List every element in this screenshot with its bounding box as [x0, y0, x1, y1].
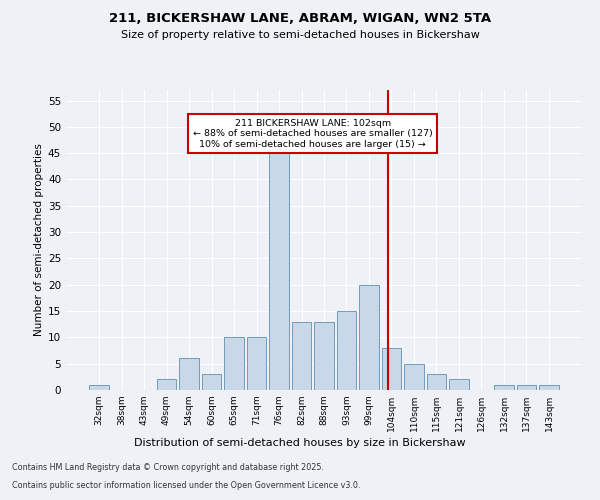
Bar	[247, 338, 266, 390]
Bar	[382, 348, 401, 390]
Bar	[449, 380, 469, 390]
Text: Contains public sector information licensed under the Open Government Licence v3: Contains public sector information licen…	[12, 481, 361, 490]
Bar	[179, 358, 199, 390]
Bar	[202, 374, 221, 390]
Bar	[404, 364, 424, 390]
Text: Size of property relative to semi-detached houses in Bickershaw: Size of property relative to semi-detach…	[121, 30, 479, 40]
Bar	[494, 384, 514, 390]
Bar	[337, 311, 356, 390]
Bar	[539, 384, 559, 390]
Y-axis label: Number of semi-detached properties: Number of semi-detached properties	[34, 144, 44, 336]
Text: Distribution of semi-detached houses by size in Bickershaw: Distribution of semi-detached houses by …	[134, 438, 466, 448]
Bar	[427, 374, 446, 390]
Text: 211, BICKERSHAW LANE, ABRAM, WIGAN, WN2 5TA: 211, BICKERSHAW LANE, ABRAM, WIGAN, WN2 …	[109, 12, 491, 26]
Bar	[89, 384, 109, 390]
Bar	[359, 284, 379, 390]
Bar	[517, 384, 536, 390]
Bar	[292, 322, 311, 390]
Bar	[157, 380, 176, 390]
Text: Contains HM Land Registry data © Crown copyright and database right 2025.: Contains HM Land Registry data © Crown c…	[12, 464, 324, 472]
Bar	[224, 338, 244, 390]
Bar	[314, 322, 334, 390]
Text: 211 BICKERSHAW LANE: 102sqm
← 88% of semi-detached houses are smaller (127)
10% : 211 BICKERSHAW LANE: 102sqm ← 88% of sem…	[193, 119, 433, 148]
Bar	[269, 153, 289, 390]
